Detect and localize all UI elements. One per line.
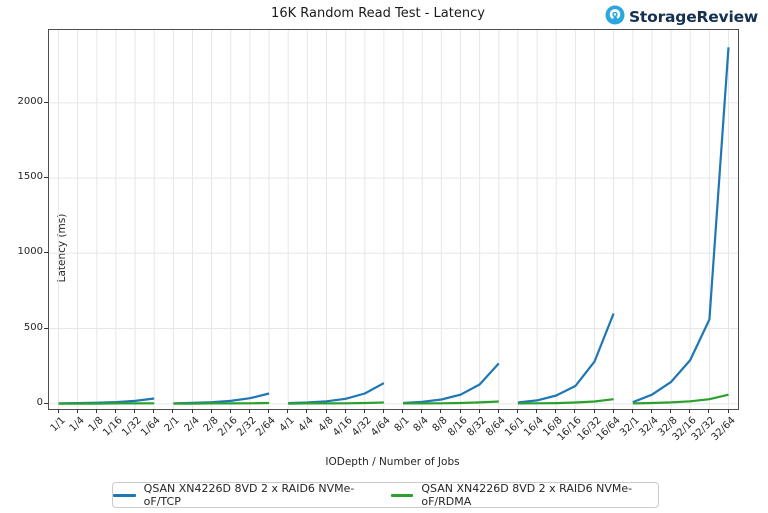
x-tick-mark	[536, 409, 538, 413]
storagereview-logo-text: StorageReview	[628, 8, 758, 26]
x-tick-mark	[57, 409, 59, 413]
x-tick-mark	[612, 409, 614, 413]
series-line-rdma	[403, 400, 499, 405]
x-tick-mark	[593, 409, 595, 413]
series-line-rdma	[288, 401, 384, 405]
x-tick-mark	[344, 409, 346, 413]
series-line-tcp	[517, 313, 615, 404]
y-tick-mark	[44, 177, 48, 179]
series-line-tcp	[288, 382, 385, 405]
y-tick-mark	[44, 327, 48, 329]
legend-swatch-rdma	[390, 493, 414, 497]
chart-title: 16K Random Read Test - Latency	[271, 6, 485, 21]
x-tick-mark	[134, 409, 136, 413]
x-tick-mark	[516, 409, 518, 413]
series-line-rdma	[632, 393, 729, 405]
x-tick-mark	[459, 409, 461, 413]
y-tick-mark	[44, 252, 48, 254]
x-tick-mark	[382, 409, 384, 413]
x-axis-title: IODepth / Number of Jobs	[325, 456, 460, 468]
series-line-tcp	[403, 362, 500, 405]
series-line-tcp	[173, 392, 270, 405]
legend-label-tcp: QSAN XN4226D 8VD 2 x RAID6 NVMe-oF/TCP	[143, 482, 355, 508]
x-tick-mark	[708, 409, 710, 413]
x-tick-mark	[497, 409, 499, 413]
storagereview-logo: StorageReview	[605, 5, 758, 29]
chart-canvas	[49, 30, 738, 409]
y-tick-label: 2000	[17, 95, 43, 107]
series-line-tcp	[632, 47, 730, 404]
x-tick-mark	[325, 409, 327, 413]
y-tick-label: 500	[23, 321, 43, 333]
legend-entry-rdma: QSAN XN4226D 8VD 2 x RAID6 NVMe-oF/RDMA	[390, 482, 658, 508]
x-tick-mark	[114, 409, 116, 413]
plot-area: Latency (ms)	[48, 29, 739, 410]
x-tick-mark	[574, 409, 576, 413]
legend-swatch-tcp	[113, 493, 136, 497]
x-tick-mark	[306, 409, 308, 413]
x-tick-mark	[229, 409, 231, 413]
y-tick-mark	[44, 101, 48, 103]
x-tick-mark	[689, 409, 691, 413]
x-tick-mark	[421, 409, 423, 413]
x-tick-mark	[76, 409, 78, 413]
legend: QSAN XN4226D 8VD 2 x RAID6 NVMe-oF/TCP Q…	[112, 482, 659, 508]
x-tick-mark	[631, 409, 633, 413]
x-tick-mark	[210, 409, 212, 413]
series-line-rdma	[517, 398, 614, 405]
x-tick-mark	[248, 409, 250, 413]
x-tick-mark	[670, 409, 672, 413]
y-tick-label: 0	[36, 396, 43, 408]
y-tick-label: 1500	[17, 171, 43, 183]
x-tick-mark	[402, 409, 404, 413]
series-line-rdma	[173, 401, 270, 405]
y-tick-label: 1000	[17, 246, 43, 258]
x-tick-mark	[287, 409, 289, 413]
x-tick-mark	[153, 409, 155, 413]
x-tick-mark	[650, 409, 652, 413]
x-tick-mark	[268, 409, 270, 413]
x-tick-mark	[172, 409, 174, 413]
storagereview-logo-icon	[605, 5, 625, 29]
x-tick-mark	[440, 409, 442, 413]
x-tick-mark	[555, 409, 557, 413]
x-tick-mark	[727, 409, 729, 413]
x-tick-mark	[95, 409, 97, 413]
x-tick-mark	[191, 409, 193, 413]
legend-entry-tcp: QSAN XN4226D 8VD 2 x RAID6 NVMe-oF/TCP	[113, 482, 369, 508]
legend-label-rdma: QSAN XN4226D 8VD 2 x RAID6 NVMe-oF/RDMA	[421, 482, 633, 508]
x-tick-mark	[363, 409, 365, 413]
y-tick-mark	[44, 402, 48, 404]
x-tick-mark	[478, 409, 480, 413]
